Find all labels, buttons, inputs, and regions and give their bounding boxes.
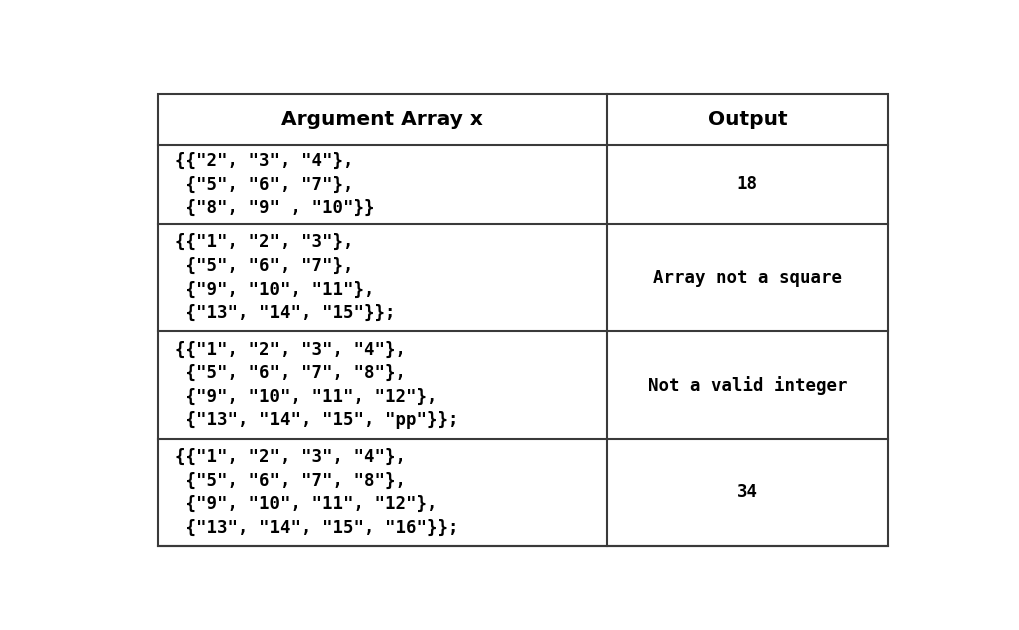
- Text: 34: 34: [736, 483, 757, 501]
- Text: Not a valid integer: Not a valid integer: [647, 375, 846, 394]
- Text: 18: 18: [736, 176, 757, 193]
- Text: Output: Output: [707, 110, 787, 129]
- Text: Argument Array x: Argument Array x: [281, 110, 483, 129]
- Text: {{"2", "3", "4"},
 {"5", "6", "7"},
 {"8", "9" , "10"}}: {{"2", "3", "4"}, {"5", "6", "7"}, {"8",…: [175, 152, 374, 217]
- Text: {{"1", "2", "3", "4"},
 {"5", "6", "7", "8"},
 {"9", "10", "11", "12"},
 {"13", : {{"1", "2", "3", "4"}, {"5", "6", "7", "…: [175, 341, 458, 430]
- Text: Array not a square: Array not a square: [652, 269, 841, 287]
- Text: {{"1", "2", "3"},
 {"5", "6", "7"},
 {"9", "10", "11"},
 {"13", "14", "15"}};: {{"1", "2", "3"}, {"5", "6", "7"}, {"9",…: [175, 233, 395, 322]
- Text: {{"1", "2", "3", "4"},
 {"5", "6", "7", "8"},
 {"9", "10", "11", "12"},
 {"13", : {{"1", "2", "3", "4"}, {"5", "6", "7", "…: [175, 448, 458, 537]
